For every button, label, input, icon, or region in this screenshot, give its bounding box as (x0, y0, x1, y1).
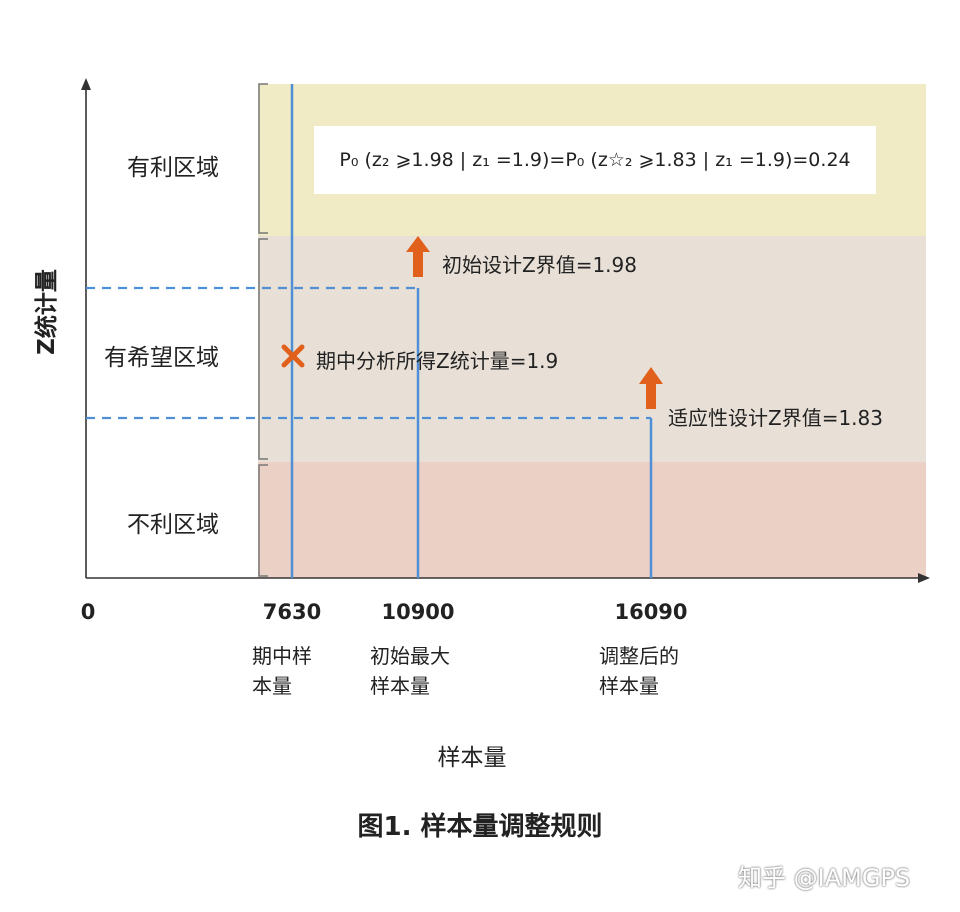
x-tick-0: 0 (80, 600, 96, 624)
x-axis-arrowhead (918, 573, 930, 583)
x-axis-label: 样本量 (437, 745, 507, 771)
bracket-favorable (258, 83, 268, 234)
watermark: 知乎 @IAMGPS (738, 864, 911, 892)
region-label-favorable: 有利区域 (127, 155, 219, 181)
caption-line: 样本量 (599, 674, 659, 698)
arrow-up-icon (639, 367, 663, 409)
promising-zone (258, 236, 926, 462)
y-axis-label: Z统计量 (34, 269, 60, 355)
formula-text: P₀ (z₂ ⩾1.98 | z₁ =1.9)=P₀ (z☆₂ ⩾1.83 | … (339, 149, 851, 171)
x-tick-caption-initial-max: 初始最大 样本量 (370, 641, 450, 701)
cross-icon (281, 344, 305, 368)
caption-line: 初始最大 (370, 644, 450, 668)
x-tick-caption-adjusted: 调整后的 样本量 (599, 641, 679, 701)
initial-boundary-annotation: 初始设计Z界值=1.98 (442, 253, 637, 277)
y-axis-arrowhead (81, 78, 91, 90)
x-tick-10900: 10900 (381, 600, 455, 624)
x-tick-caption-interim: 期中样 本量 (252, 641, 312, 701)
region-label-unfavorable: 不利区域 (127, 512, 219, 538)
figure-caption: 图1. 样本量调整规则 (357, 812, 603, 842)
adaptive-boundary-annotation: 适应性设计Z界值=1.83 (668, 406, 883, 430)
interim-stat-annotation: 期中分析所得Z统计量=1.9 (316, 349, 559, 373)
caption-line: 期中样 (252, 644, 312, 668)
bracket-promising (258, 238, 268, 460)
caption-line: 本量 (252, 674, 292, 698)
region-label-promising: 有希望区域 (104, 345, 219, 371)
arrow-up-icon (406, 236, 430, 277)
caption-line: 样本量 (370, 674, 430, 698)
formula-box: P₀ (z₂ ⩾1.98 | z₁ =1.9)=P₀ (z☆₂ ⩾1.83 | … (314, 126, 876, 194)
x-tick-7630: 7630 (262, 600, 322, 624)
caption-line: 调整后的 (599, 644, 679, 668)
x-tick-16090: 16090 (614, 600, 688, 624)
bracket-unfavorable (258, 464, 268, 577)
unfavorable-zone (258, 462, 926, 578)
